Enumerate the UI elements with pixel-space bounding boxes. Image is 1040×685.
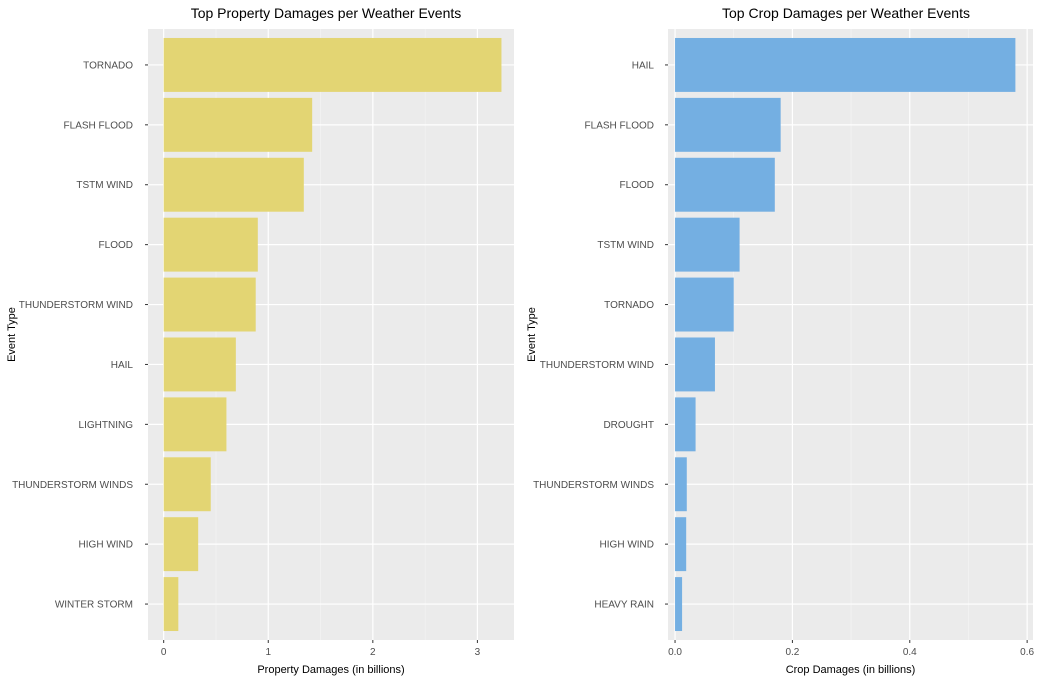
x-tick-label: 1 (265, 647, 271, 658)
bar-winter-storm (163, 577, 179, 632)
x-tick-label: 2 (370, 647, 376, 658)
bar-hail (675, 37, 1016, 92)
y-tick-label: THUNDERSTORM WIND (540, 360, 654, 371)
bar-hail (163, 337, 236, 392)
y-tick-label: THUNDERSTORM WINDS (533, 480, 654, 491)
y-tick-label: TSTM WIND (76, 180, 133, 191)
y-tick-label: TORNADO (604, 300, 654, 311)
bar-thunderstorm-wind (163, 277, 256, 332)
y-tick-label: TORNADO (83, 60, 133, 71)
chart-title: Top Crop Damages per Weather Events (722, 5, 970, 21)
x-tick-label: 0 (161, 647, 167, 658)
y-tick-label: THUNDERSTORM WINDS (12, 480, 133, 491)
bar-flood (163, 217, 258, 272)
bar-heavy-rain (675, 577, 683, 632)
x-axis-label: Property Damages (in billions) (257, 664, 404, 676)
x-tick-label: 0.2 (785, 647, 799, 658)
y-tick-label: TSTM WIND (597, 240, 654, 251)
bar-high-wind (675, 517, 687, 572)
x-axis-label: Crop Damages (in billions) (786, 664, 916, 676)
y-tick-label: HEAVY RAIN (594, 600, 654, 611)
y-tick-label: THUNDERSTORM WIND (19, 300, 133, 311)
x-tick-label: 0.4 (903, 647, 917, 658)
y-tick-label: FLOOD (620, 180, 654, 191)
chart-panel-2: HAIL FLASH FLOOD FLOOD TSTM WIND TORNADO THUN… (526, 5, 1035, 676)
x-tick-label: 0.0 (668, 647, 682, 658)
y-tick-label: FLOOD (99, 240, 133, 251)
y-tick-label: FLASH FLOOD (64, 120, 133, 131)
bar-thunderstorm-winds (675, 457, 687, 512)
y-tick-label: HIGH WIND (600, 540, 654, 551)
x-tick-label: 0.6 (1020, 647, 1034, 658)
y-tick-label: WINTER STORM (55, 600, 133, 611)
bar-thunderstorm-winds (163, 457, 211, 512)
y-tick-label: HAIL (632, 60, 655, 71)
bar-thunderstorm-wind (675, 337, 715, 392)
bar-lightning (163, 397, 227, 452)
bar-drought (675, 397, 696, 452)
y-tick-label: HAIL (111, 360, 134, 371)
y-axis-label: Event Type (6, 307, 18, 362)
bar-high-wind (163, 517, 199, 572)
y-axis-label: Event Type (526, 307, 538, 362)
y-tick-label: DROUGHT (603, 420, 654, 431)
bar-tstm-wind (675, 217, 740, 272)
y-tick-label: HIGH WIND (79, 540, 133, 551)
chart-panel-1: TORNADO FLASH FLOOD TSTM WIND FLOOD THUNDERS… (6, 5, 514, 676)
chart-title: Top Property Damages per Weather Events (191, 5, 462, 21)
bar-tornado (675, 277, 734, 332)
y-tick-label: FLASH FLOOD (585, 120, 654, 131)
y-tick-label: LIGHTNING (79, 420, 134, 431)
bar-flood (675, 157, 775, 212)
bar-flash-flood (163, 97, 313, 152)
bar-tornado (163, 37, 502, 92)
x-tick-label: 3 (475, 647, 481, 658)
bar-flash-flood (675, 97, 781, 152)
bar-tstm-wind (163, 157, 304, 212)
